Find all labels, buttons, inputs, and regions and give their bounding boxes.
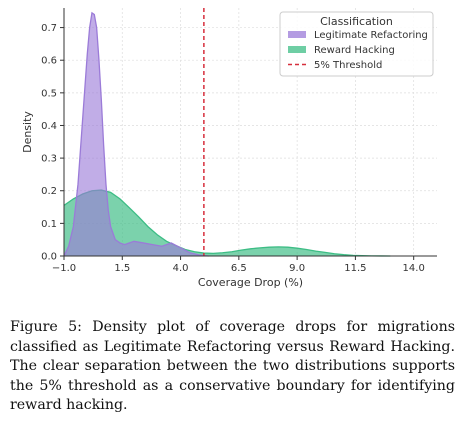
- density-chart-svg: −1.0 1.5 4.0 6.5 9.0 11.5 14.0 0.0 0.1 0.2 0.3 0.4…: [21, 8, 437, 289]
- y-tick-label: 0.0: [41, 252, 57, 263]
- y-axis-label: Density: [21, 111, 34, 153]
- legend-box: [279, 11, 434, 77]
- x-axis-label: Coverage Drop (%): [198, 276, 303, 289]
- y-tick-label: 0.2: [41, 186, 57, 197]
- y-tick-label: 0.1: [41, 219, 57, 230]
- legend-label-legitimate-refactoring: Legitimate Refactoring: [314, 30, 428, 41]
- legend-swatch-reward-hacking: [288, 46, 306, 53]
- x-tick-label: 1.5: [114, 263, 130, 274]
- legend-label-threshold: 5% Threshold: [314, 60, 382, 71]
- y-tick-label: 0.4: [41, 121, 57, 132]
- density-area-legitimate-refactoring: [64, 12, 209, 257]
- density-line-reward-hacking: [63, 189, 391, 257]
- x-tick-label: 4.0: [173, 263, 189, 274]
- y-tick-label: 0.5: [41, 88, 57, 99]
- density-line-legitimate-refactoring: [63, 11, 209, 257]
- x-tick-label: 14.0: [403, 263, 425, 274]
- x-tick-label: 6.5: [231, 263, 247, 274]
- y-tick-label: 0.6: [41, 56, 57, 67]
- density-area-reward-hacking: [64, 190, 391, 256]
- x-tick-labels: −1.0 1.5 4.0 6.5 9.0 11.5 14.0: [52, 256, 425, 274]
- density-chart: −1.0 1.5 4.0 6.5 9.0 11.5 14.0 0.0 0.1 0.2 0.3 0.4…: [21, 8, 437, 289]
- axes: [63, 8, 437, 257]
- legend: Classification Legitimate Refactoring Re…: [279, 11, 434, 77]
- density-areas: [63, 11, 391, 257]
- legend-swatch-legitimate-refactoring: [288, 31, 306, 38]
- y-tick-labels: 0.0 0.1 0.2 0.3 0.4 0.5 0.6 0.7: [41, 23, 64, 263]
- figure-caption: Figure 5: Density plot of coverage drops…: [10, 319, 455, 413]
- x-tick-label: 11.5: [344, 263, 366, 274]
- y-tick-label: 0.3: [41, 154, 57, 165]
- x-tick-label: 9.0: [289, 263, 305, 274]
- x-tick-label: −1.0: [52, 263, 76, 274]
- y-tick-label: 0.7: [41, 23, 57, 34]
- legend-label-reward-hacking: Reward Hacking: [314, 45, 395, 56]
- legend-title: Classification: [320, 15, 393, 28]
